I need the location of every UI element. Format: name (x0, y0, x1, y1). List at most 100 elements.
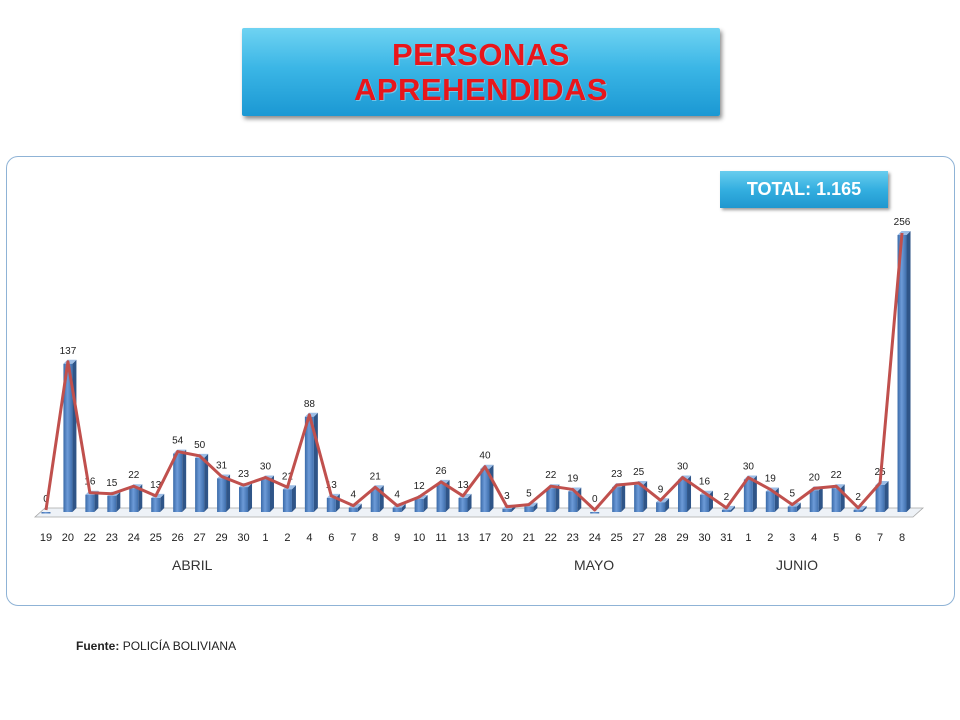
x-tick-label: 7 (877, 532, 883, 544)
bar (875, 484, 885, 512)
x-tick-label: 25 (150, 532, 162, 544)
total-text: TOTAL: 1.165 (746, 179, 862, 199)
series-line (44, 232, 904, 512)
x-tick-label: 24 (589, 532, 601, 544)
x-tick-label: 17 (479, 532, 491, 544)
x-tick-label: 1 (262, 532, 268, 544)
bar-side (906, 231, 911, 512)
bar-side (665, 498, 670, 512)
bar (743, 479, 753, 512)
bar (458, 497, 468, 512)
bar-side (357, 503, 362, 512)
bar (546, 488, 556, 512)
data-label: 54 (172, 436, 184, 447)
x-tick-label: 23 (106, 532, 118, 544)
bar (765, 491, 775, 512)
bar-side (621, 483, 626, 512)
x-tick-label: 10 (413, 532, 425, 544)
bar (699, 494, 709, 512)
bar (282, 489, 292, 512)
x-tick-label: 27 (633, 532, 645, 544)
month-label-junio: JUNIO (776, 557, 818, 573)
bar (809, 490, 819, 512)
data-label: 4 (394, 490, 400, 501)
x-tick-label: 9 (394, 532, 400, 544)
x-tick-label: 26 (172, 532, 184, 544)
data-label: 30 (260, 462, 272, 473)
data-label: 30 (677, 462, 689, 473)
data-label: 137 (60, 346, 77, 357)
bar (129, 488, 139, 512)
x-tick-label: 29 (676, 532, 688, 544)
bar (85, 494, 95, 512)
x-tick-label: 8 (899, 532, 905, 544)
bar (63, 363, 73, 512)
data-label: 2 (855, 492, 861, 503)
x-tick-label: 3 (789, 532, 795, 544)
data-label: 23 (611, 469, 623, 480)
x-tick-label: 22 (545, 532, 557, 544)
x-tick-label: 11 (435, 532, 446, 544)
bar (656, 502, 666, 512)
bar-side (401, 503, 406, 512)
bar-side (818, 486, 823, 512)
bar (195, 457, 205, 512)
bar (107, 495, 117, 512)
x-tick-label: 30 (698, 532, 710, 544)
bar-side (269, 475, 274, 512)
data-label: 5 (789, 489, 795, 500)
bar (480, 468, 490, 512)
bar-side (182, 449, 187, 512)
bar-side (862, 505, 867, 512)
data-label: 88 (304, 399, 316, 410)
bar (370, 489, 380, 512)
bar (634, 484, 644, 512)
x-tick-label: 20 (501, 532, 513, 544)
x-tick-label: 2 (767, 532, 773, 544)
data-label: 19 (765, 473, 777, 484)
data-label: 31 (216, 460, 228, 471)
data-label: 19 (567, 473, 579, 484)
x-tick-label: 25 (611, 532, 623, 544)
bar (173, 453, 183, 512)
x-tick-label: 20 (62, 532, 74, 544)
bar (853, 509, 863, 512)
x-tick-label: 13 (457, 532, 469, 544)
bar (787, 506, 797, 512)
data-label: 22 (128, 470, 140, 481)
bar-side (840, 484, 845, 512)
x-tick-label: 28 (654, 532, 666, 544)
bar-side (291, 485, 296, 512)
data-label: 12 (414, 481, 426, 492)
bar (260, 479, 270, 512)
x-tick-label: 19 (40, 532, 52, 544)
bar (392, 507, 402, 512)
title-line-1: PERSONAS (392, 37, 570, 72)
bar-side (248, 483, 253, 512)
bar (678, 479, 688, 512)
bar-side (204, 453, 209, 512)
bar (326, 497, 336, 512)
bar (897, 235, 907, 512)
bar-side (796, 502, 801, 512)
x-tick-label: 6 (855, 532, 861, 544)
data-label: 23 (238, 469, 250, 480)
x-tick-label: 8 (372, 532, 378, 544)
bar-side (687, 475, 692, 512)
bar (524, 506, 534, 512)
bar (217, 478, 227, 512)
bar (348, 507, 358, 512)
bar-side (489, 464, 494, 512)
data-label: 30 (743, 462, 755, 473)
x-tick-label: 4 (306, 532, 312, 544)
bar (612, 487, 622, 512)
bar-side (533, 502, 538, 512)
data-label: 20 (809, 472, 821, 483)
data-label: 25 (633, 467, 645, 478)
bar-side (730, 505, 735, 512)
data-label: 15 (106, 478, 118, 489)
x-tick-label: 29 (215, 532, 227, 544)
source-label: Fuente: (76, 639, 120, 653)
data-label: 13 (457, 480, 469, 491)
